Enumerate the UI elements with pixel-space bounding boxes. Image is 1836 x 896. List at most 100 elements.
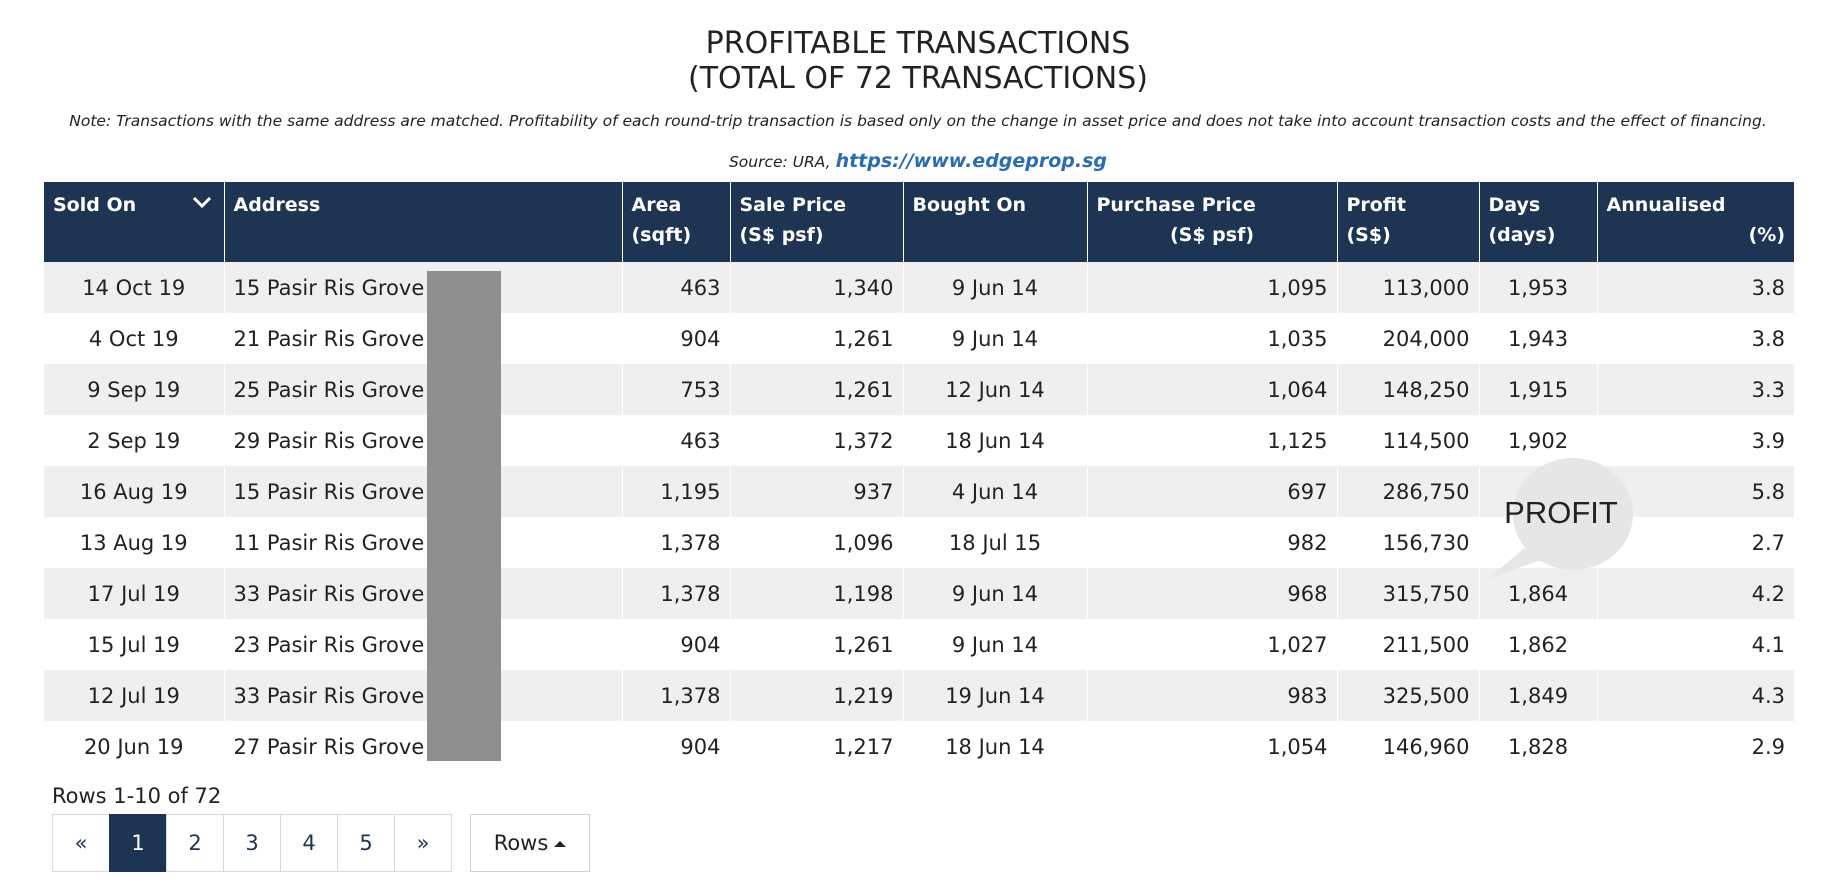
cell-bought-on: 9 Jun 14 [903,619,1088,670]
cell-annualised: 3.8 [1597,313,1794,364]
column-header-sold-on[interactable]: Sold On [44,182,225,262]
column-header-area[interactable]: Area (sqft) [622,182,731,262]
table-row[interactable]: 4 Oct 19 21 Pasir Ris Grove 904 1,261 9 Jun … [44,313,1794,364]
cell-purchase-price: 968 [1087,568,1338,619]
column-header-label: Sale Price [739,194,846,216]
cell-profit: 148,250 [1337,364,1480,415]
source-label: Source: URA, [728,153,831,171]
cell-area: 904 [622,619,731,670]
table-row[interactable]: 16 Aug 19 15 Pasir Ris Grove 1,195 937 4 Jun… [44,466,1794,517]
column-header-bought-on[interactable]: Bought On [903,182,1088,262]
source-link[interactable]: https://www.edgeprop.sg [835,150,1108,172]
cell-sold-on: 13 Aug 19 [44,517,225,568]
column-header-profit[interactable]: Profit (S$) [1337,182,1480,262]
cell-sold-on: 15 Jul 19 [44,619,225,670]
pagination-next-button[interactable]: » [394,814,452,872]
cell-annualised: 4.2 [1597,568,1794,619]
cell-sold-on: 12 Jul 19 [44,670,225,721]
cell-sale-price: 1,198 [730,568,904,619]
column-header-unit: (days) [1488,224,1556,246]
cell-sold-on: 9 Sep 19 [44,364,225,415]
cell-purchase-price: 982 [1087,517,1338,568]
cell-days: 1,862 [1479,619,1598,670]
header-row: Sold On Address Area (sqft) Sale Price (… [44,182,1794,262]
column-header-unit: (S$) [1346,224,1391,246]
cell-days: 1,953 [1479,262,1598,313]
cell-annualised: 3.9 [1597,415,1794,466]
cell-days: 1,864 [1479,568,1598,619]
column-header-label: Sold On [53,194,137,216]
column-header-purchase-price[interactable]: Purchase Price (S$ psf) [1087,182,1338,262]
cell-profit: 114,500 [1337,415,1480,466]
column-header-unit: (sqft) [631,224,692,246]
cell-annualised: 3.3 [1597,364,1794,415]
cell-annualised: 4.3 [1597,670,1794,721]
table-row[interactable]: 17 Jul 19 33 Pasir Ris Grove 1,378 1,198 9 J… [44,568,1794,619]
pagination-page-1[interactable]: 1 [109,814,167,872]
cell-sale-price: 1,340 [730,262,904,313]
cell-annualised: 2.9 [1597,721,1794,772]
column-header-unit: (%) [1748,224,1785,246]
cell-area: 904 [622,313,731,364]
pagination-page-5[interactable]: 5 [337,814,395,872]
cell-profit: 113,000 [1337,262,1480,313]
cell-address: 27 Pasir Ris Grove [224,721,623,772]
column-header-sale-price[interactable]: Sale Price (S$ psf) [730,182,904,262]
cell-bought-on: 18 Jul 15 [903,517,1088,568]
cell-profit: 211,500 [1337,619,1480,670]
cell-purchase-price: 697 [1087,466,1338,517]
address-redaction-block [427,271,501,761]
table-row[interactable]: 2 Sep 19 29 Pasir Ris Grove 463 1,372 18 Jun… [44,415,1794,466]
table-row[interactable]: 13 Aug 19 11 Pasir Ris Grove 1,378 1,096 18 … [44,517,1794,568]
cell-address: 11 Pasir Ris Grove [224,517,623,568]
caret-up-icon [554,841,567,847]
table-row[interactable]: 9 Sep 19 25 Pasir Ris Grove 753 1,261 12 Jun… [44,364,1794,415]
cell-bought-on: 19 Jun 14 [903,670,1088,721]
cell-area: 1,378 [622,517,731,568]
cell-bought-on: 12 Jun 14 [903,364,1088,415]
pagination-page-3[interactable]: 3 [223,814,281,872]
cell-sale-price: 937 [730,466,904,517]
pagination-page-2[interactable]: 2 [166,814,224,872]
cell-address: 15 Pasir Ris Grove [224,466,623,517]
cell-profit: 315,750 [1337,568,1480,619]
table-row[interactable]: 15 Jul 19 23 Pasir Ris Grove 904 1,261 9 Jun… [44,619,1794,670]
transactions-table: Sold On Address Area (sqft) Sale Price (… [44,182,1794,772]
cell-sold-on: 16 Aug 19 [44,466,225,517]
cell-bought-on: 9 Jun 14 [903,313,1088,364]
column-header-label: Purchase Price [1096,194,1256,216]
cell-sale-price: 1,372 [730,415,904,466]
cell-profit: 204,000 [1337,313,1480,364]
cell-sale-price: 1,261 [730,619,904,670]
column-header-unit: (S$ psf) [1169,224,1255,246]
rows-per-page-button[interactable]: Rows [470,814,590,872]
cell-days: 1,902 [1479,415,1598,466]
pagination-prev-button[interactable]: « [52,814,110,872]
cell-area: 1,195 [622,466,731,517]
cell-area: 1,378 [622,670,731,721]
column-header-annualised[interactable]: Annualised (%) [1597,182,1794,262]
column-header-unit: (S$ psf) [739,224,824,246]
cell-purchase-price: 1,125 [1087,415,1338,466]
pagination: « 1 2 3 4 5 » [52,814,452,872]
chevron-down-icon[interactable] [190,190,214,214]
cell-address: 29 Pasir Ris Grove [224,415,623,466]
cell-address: 23 Pasir Ris Grove [224,619,623,670]
title-line-1: PROFITABLE TRANSACTIONS [705,26,1131,61]
title-line-2: (TOTAL OF 72 TRANSACTIONS) [688,61,1148,96]
table-row[interactable]: 12 Jul 19 33 Pasir Ris Grove 1,378 1,219 19 … [44,670,1794,721]
column-header-label: Days [1488,194,1541,216]
profit-callout-label: PROFIT [1504,495,1618,530]
cell-area: 1,378 [622,568,731,619]
cell-purchase-price: 983 [1087,670,1338,721]
table-row[interactable]: 14 Oct 19 15 Pasir Ris Grove 463 1,340 9 Jun… [44,262,1794,313]
table-row[interactable]: 20 Jun 19 27 Pasir Ris Grove 904 1,217 18 Ju… [44,721,1794,772]
column-header-days[interactable]: Days (days) [1479,182,1598,262]
cell-address: 21 Pasir Ris Grove [224,313,623,364]
cell-sale-price: 1,217 [730,721,904,772]
cell-sale-price: 1,261 [730,313,904,364]
pagination-page-4[interactable]: 4 [280,814,338,872]
cell-address: 25 Pasir Ris Grove [224,364,623,415]
column-header-address[interactable]: Address [224,182,623,262]
cell-address: 33 Pasir Ris Grove [224,568,623,619]
